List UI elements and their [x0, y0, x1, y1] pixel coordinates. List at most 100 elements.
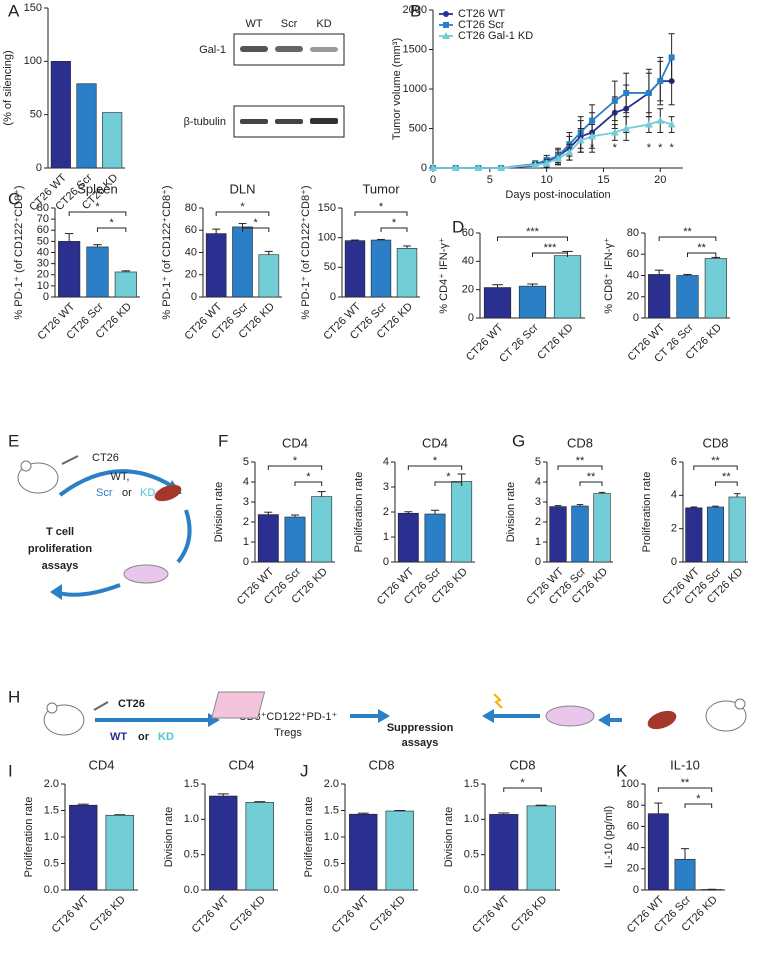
bar: [209, 795, 238, 891]
y-tick-label: 2.0: [324, 778, 339, 790]
significance-bracket: [557, 465, 603, 470]
significance-bracket: [407, 465, 463, 470]
mouse-ear: [734, 698, 746, 710]
group-label: WT,: [111, 471, 130, 483]
spleen-icon: [154, 484, 182, 502]
y-axis-label: Division rate: [213, 482, 225, 543]
marker: [542, 159, 551, 167]
mouse-icon: [705, 700, 747, 732]
y-tick-label: 40: [185, 246, 197, 258]
y-tick-label: 0: [43, 291, 49, 303]
y-tick-label: 5: [535, 456, 541, 468]
significance-label: *: [110, 217, 115, 229]
chart-title: DLN: [229, 181, 255, 196]
significance-label: **: [711, 455, 720, 467]
syringe-icon: [61, 455, 79, 465]
bar: [526, 805, 556, 891]
y-tick-label: 150: [24, 2, 42, 14]
y-tick-label: 10: [37, 280, 49, 292]
mouse-ear: [20, 460, 32, 472]
bar: [674, 858, 696, 891]
y-tick-label: 0.0: [44, 884, 59, 896]
significance-bracket: [715, 481, 738, 486]
drug-label: CT26: [118, 698, 145, 710]
significance-bracket: [294, 481, 323, 486]
significance-label: *: [254, 217, 259, 229]
y-tick-label: 0.0: [324, 884, 339, 896]
chart-title: Tumor: [362, 181, 400, 196]
marker: [667, 120, 676, 128]
y-tick-label: 60: [627, 248, 639, 260]
y-tick-label: 20: [627, 291, 639, 303]
chart-title: IL-10: [670, 757, 700, 772]
significance-label: *: [446, 471, 451, 483]
significance-label: **: [697, 242, 706, 254]
y-tick-label: 500: [409, 122, 427, 134]
y-tick-label: 30: [37, 258, 49, 270]
band: [275, 46, 303, 52]
marker: [443, 22, 449, 28]
y-tick-label: 2: [671, 523, 677, 535]
y-tick-label: 1.5: [44, 804, 59, 816]
y-tick-label: 5: [243, 456, 249, 468]
x-tick-label: CT26 KD: [509, 894, 550, 935]
x-tick-label: CT 26 Scr: [497, 321, 541, 365]
marker: [589, 117, 596, 124]
y-tick-label: 4: [671, 489, 677, 501]
significance-bracket: [687, 252, 717, 257]
bar: [385, 810, 414, 891]
y-tick-label: 0.5: [324, 857, 339, 869]
significance-bracket: [497, 236, 568, 241]
y-axis-label: Proliferation rate: [353, 472, 365, 553]
panel-label: C: [8, 189, 20, 208]
x-tick-label: CT26 WT: [470, 893, 512, 935]
y-tick-label: 3: [243, 496, 249, 508]
y-axis-label: Division rate: [505, 482, 517, 543]
bar: [105, 814, 134, 891]
bar: [114, 271, 137, 298]
bar: [258, 254, 280, 298]
dish-icon: [123, 564, 169, 584]
significance-label: *: [590, 142, 595, 154]
y-tick-label: 0: [383, 556, 389, 568]
significance-label: *: [392, 217, 397, 229]
panel-label: I: [8, 761, 13, 780]
bar: [676, 275, 699, 319]
y-tick-label: 0: [535, 556, 541, 568]
spleen-icon: [647, 710, 677, 730]
flash-icon: [493, 693, 503, 709]
y-tick-label: 40: [462, 255, 474, 267]
panel-label: F: [218, 431, 228, 450]
y-tick-label: 50: [37, 235, 49, 247]
significance-bracket: [68, 211, 127, 216]
arrow: [54, 583, 121, 597]
y-tick-label: 4: [243, 476, 249, 488]
bar: [593, 493, 611, 563]
y-tick-label: 2: [535, 516, 541, 528]
y-tick-label: 1: [383, 531, 389, 543]
marker: [588, 132, 597, 140]
y-tick-label: 20: [37, 269, 49, 281]
y-tick-label: 40: [627, 269, 639, 281]
y-tick-label: 0: [191, 291, 197, 303]
bar: [704, 258, 727, 319]
y-tick-label: 80: [627, 227, 639, 239]
bar: [349, 813, 378, 891]
x-tick-label: CT26 KD: [227, 894, 268, 935]
bar: [76, 83, 97, 169]
western-blot: WT Scr KD Gal-1 β-tubulin: [184, 18, 345, 138]
bar: [483, 287, 512, 319]
y-tick-label: 1000: [403, 83, 427, 95]
chart-title: CD8: [368, 757, 394, 772]
marker: [531, 160, 540, 168]
chart-title: CD4: [228, 757, 254, 772]
y-tick-label: 0.5: [464, 849, 479, 861]
significance-label: *: [696, 793, 701, 805]
bar: [245, 802, 274, 891]
blot-column: WT: [245, 18, 262, 30]
arrow-head: [50, 584, 62, 600]
bar: [424, 513, 446, 563]
significance-bracket: [215, 211, 270, 216]
y-axis-label: Proliferation rate: [23, 797, 35, 878]
